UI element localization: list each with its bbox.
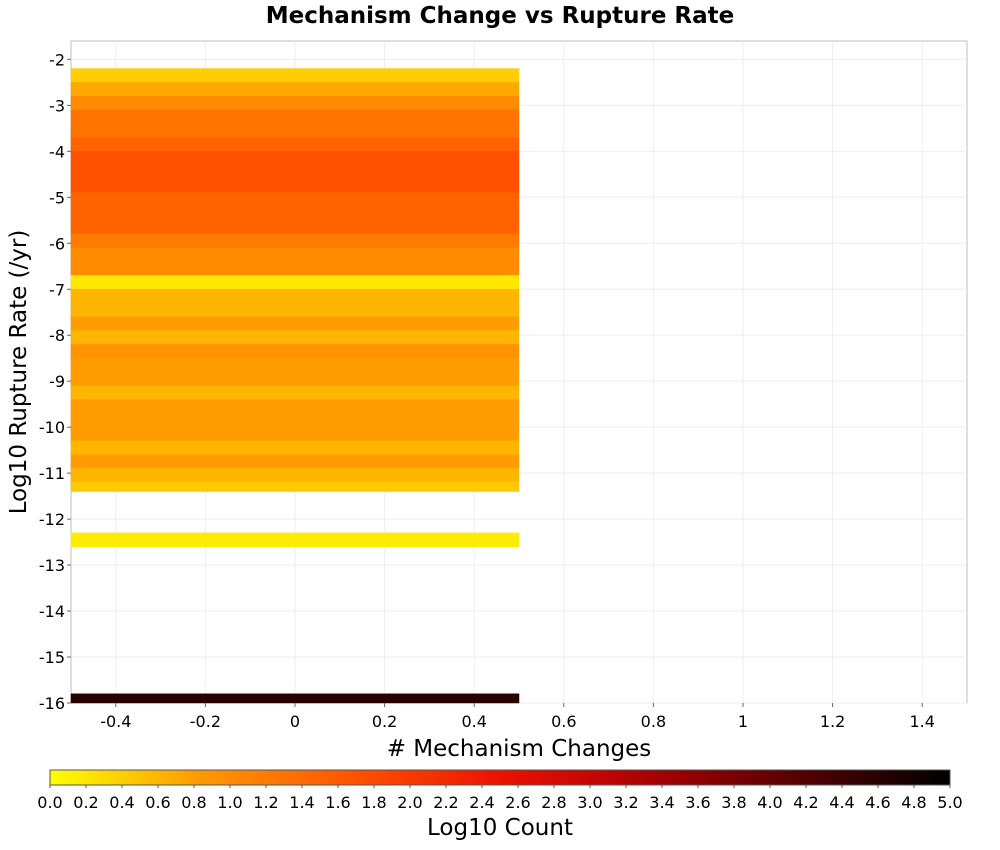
colorbar-tick-label: 0.2 (73, 793, 98, 812)
y-tick-label: -7 (49, 280, 65, 299)
heatmap-cell (70, 192, 520, 235)
colorbar-tick-label: 2.2 (433, 793, 458, 812)
y-tick-label: -13 (39, 556, 65, 575)
colorbar-tick-label: 1.2 (253, 793, 278, 812)
colorbar-tick-label: 3.2 (613, 793, 638, 812)
y-tick-label: -12 (39, 510, 65, 529)
colorbar-tick-label: 4.2 (793, 793, 818, 812)
heatmap-cell (70, 468, 520, 483)
colorbar-tick-label: 3.6 (685, 793, 710, 812)
colorbar-tick-label: 4.4 (829, 793, 854, 812)
x-tick-label: 1.2 (820, 712, 845, 731)
y-tick-label: -14 (39, 602, 65, 621)
colorbar-ticks: 0.0 0.2 0.4 0.6 0.8 1.0 1.2 1.4 1.6 1.8 2.0 2.2 2.4 2… (37, 785, 963, 812)
heatmap-cell (70, 357, 520, 387)
heatmap-cell (70, 385, 520, 400)
colorbar-tick-label: 2.6 (505, 793, 530, 812)
x-axis-ticks: -0.4 -0.2 0 0.2 0.4 0.6 0.8 1 1.2 1.4 (100, 703, 935, 731)
colorbar-tick-label: 3.0 (577, 793, 602, 812)
colorbar-scale (49, 769, 951, 786)
colorbar-tick-label: 1.0 (217, 793, 242, 812)
colorbar-title: Log10 Count (427, 815, 573, 841)
heatmap-cell (70, 454, 520, 469)
colorbar-tick-label: 3.4 (649, 793, 674, 812)
heatmap-cell (70, 532, 520, 547)
heatmap-cell (70, 233, 520, 249)
x-tick-label: 0.6 (551, 712, 576, 731)
heatmap-cell (70, 344, 520, 359)
heatmap-cell (70, 482, 520, 492)
heatmap-cell (70, 330, 520, 345)
colorbar-tick-label: 1.6 (325, 793, 350, 812)
y-axis-title: Log10 Rupture Rate (/yr) (6, 230, 32, 515)
colorbar-tick-label: 0.8 (181, 793, 206, 812)
heatmap-cell (70, 137, 520, 152)
x-tick-label: 0.8 (641, 712, 666, 731)
heatmap-cell (70, 109, 520, 138)
x-tick-label: 1 (738, 712, 748, 731)
x-tick-label: 1.4 (909, 712, 934, 731)
y-tick-label: -11 (39, 464, 65, 483)
colorbar: 0.0 0.2 0.4 0.6 0.8 1.0 1.2 1.4 1.6 1.8 2.0 2.2 2.4 2… (37, 769, 963, 841)
colorbar-tick-label: 1.8 (361, 793, 386, 812)
colorbar-tick-label: 3.8 (721, 793, 746, 812)
colorbar-tick-label: 0.4 (109, 793, 134, 812)
y-tick-label: -2 (49, 50, 65, 69)
colorbar-tick-label: 4.0 (757, 793, 782, 812)
colorbar-tick-label: 0.0 (37, 793, 62, 812)
y-tick-label: -16 (39, 694, 65, 713)
colorbar-tick-label: 1.4 (289, 793, 314, 812)
heatmap-cell (70, 95, 520, 111)
x-tick-label: 0 (290, 712, 300, 731)
heatmap-cell (70, 289, 520, 318)
colorbar-tick-label: 2.4 (469, 793, 494, 812)
heatmap-cell (70, 82, 520, 97)
colorbar-tick-label: 4.6 (865, 793, 890, 812)
heatmap-cell (70, 275, 520, 290)
heatmap-cell (70, 693, 520, 704)
colorbar-tick-label: 5.0 (937, 793, 962, 812)
heatmap-cells (70, 68, 520, 704)
colorbar-tick-label: 2.0 (397, 793, 422, 812)
x-tick-label: 0.4 (461, 712, 486, 731)
y-axis-ticks: -2 -3 -4 -5 -6 -7 -8 -9 -10 -11 -12 -13 -14 -15 -16 (39, 50, 71, 713)
y-tick-label: -8 (49, 326, 65, 345)
heatmap-cell (70, 151, 520, 193)
plot-area (70, 40, 968, 704)
heatmap-cell (70, 247, 520, 276)
heatmap-cell (70, 399, 520, 442)
y-tick-label: -15 (39, 648, 65, 667)
y-tick-label: -10 (39, 418, 65, 437)
heatmap-cell (70, 440, 520, 456)
colorbar-tick-label: 4.8 (901, 793, 926, 812)
x-tick-label: -0.4 (100, 712, 131, 731)
chart-title: Mechanism Change vs Rupture Rate (266, 3, 735, 29)
x-tick-label: 0.2 (372, 712, 397, 731)
heatmap-cell (70, 68, 520, 83)
y-tick-label: -5 (49, 188, 65, 207)
x-tick-label: -0.2 (190, 712, 221, 731)
colorbar-tick-label: 2.8 (541, 793, 566, 812)
y-tick-label: -4 (49, 142, 65, 161)
colorbar-tick-label: 0.6 (145, 793, 170, 812)
y-tick-label: -3 (49, 96, 65, 115)
heatmap-cell (70, 316, 520, 331)
x-axis-title: # Mechanism Changes (387, 736, 652, 762)
y-tick-label: -6 (49, 234, 65, 253)
y-tick-label: -9 (49, 372, 65, 391)
